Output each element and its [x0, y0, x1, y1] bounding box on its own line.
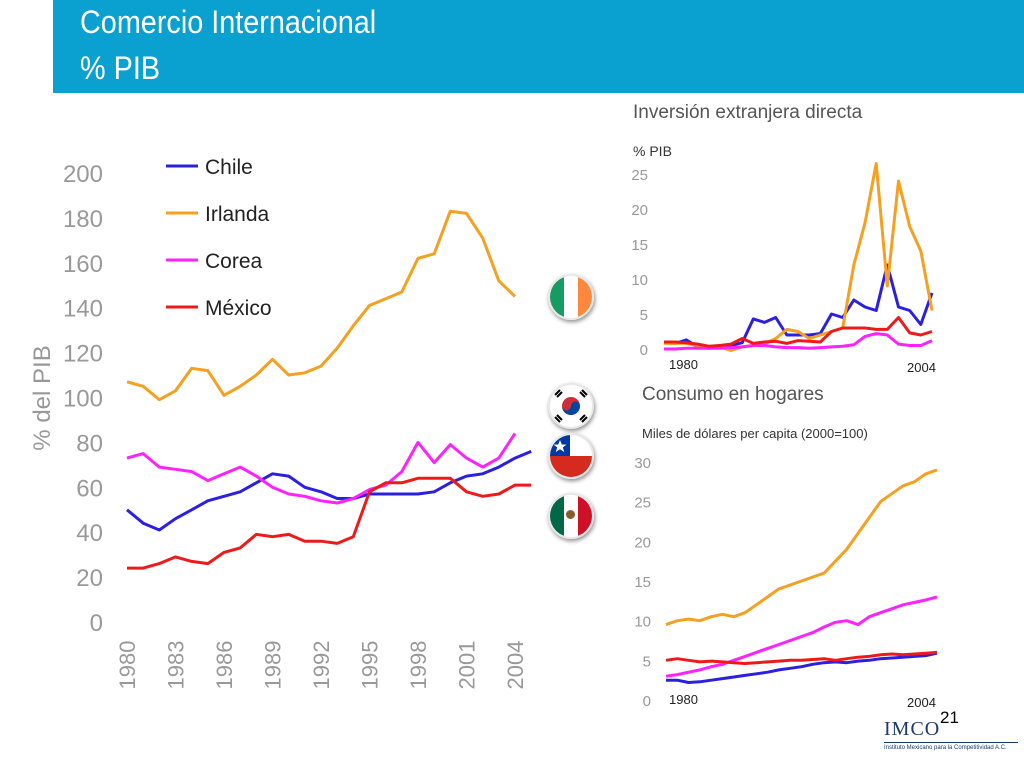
main-series-line-0 [126, 450, 532, 532]
legend-label-1: Irlanda [205, 203, 270, 226]
ied-y-tick-label: 25 [631, 167, 648, 184]
ied-y-tick-label: 15 [631, 237, 648, 254]
ireland-flag-icon [548, 274, 594, 320]
main-y-tick-label: 60 [76, 475, 103, 502]
consumo-y-tick-label: 5 [643, 653, 651, 670]
consumo-x-tick-label: 1980 [669, 692, 698, 707]
main-x-tick-label: 1995 [358, 641, 383, 690]
slide-subtitle: % PIB [80, 50, 161, 86]
consumo-y-tick-label: 0 [643, 693, 651, 710]
main-x-tick-label: 1980 [115, 641, 140, 690]
ied-series-line-1 [664, 162, 934, 352]
main-y-tick-label: 180 [63, 206, 103, 233]
page-number: 21 [940, 708, 959, 727]
consumo-series-line-2 [665, 595, 938, 678]
legend-label-2: Corea [205, 250, 263, 273]
header-band [53, 0, 1024, 93]
consumo-x-tick-label: 2004 [907, 695, 936, 710]
main-y-tick-label: 0 [90, 610, 103, 637]
chile-flag-icon [548, 433, 594, 479]
ied-x-tick-label: 1980 [669, 357, 698, 372]
main-y-tick-label: 20 [76, 565, 103, 592]
ied-chart-title: Inversión extranjera directa [633, 102, 863, 123]
main-y-tick-label: 140 [63, 296, 103, 323]
main-y-tick-label: 80 [76, 430, 103, 457]
main-series-line-1 [126, 209, 517, 402]
main-x-tick-label: 1986 [212, 641, 237, 690]
main-y-tick-label: 40 [76, 520, 103, 547]
ied-y-tick-label: 5 [640, 307, 648, 324]
ied-y-axis-label: % PIB [633, 143, 672, 159]
south-korea-flag-icon [548, 383, 594, 429]
legend-label-3: México [205, 297, 272, 320]
slide-title: Comercio Internacional [80, 4, 377, 40]
consumo-series-line-0 [666, 651, 938, 684]
consumo-y-tick-label: 25 [634, 495, 651, 512]
consumo-y-tick-label: 20 [634, 534, 651, 551]
main-x-tick-label: 1998 [406, 641, 431, 690]
logo-caption: Instituto Mexicano para la Competitivida… [884, 745, 1007, 751]
ied-series-line-3 [664, 316, 933, 348]
main-series-line-3 [127, 476, 532, 570]
consumo-y-tick-label: 30 [634, 455, 651, 472]
ied-series-line-2 [664, 332, 933, 351]
consumo-series-line-1 [665, 468, 938, 627]
imco-logo: IMCO [884, 718, 941, 740]
logo-divider [884, 742, 1018, 743]
main-series-line-2 [126, 432, 517, 505]
ied-y-tick-label: 10 [631, 272, 648, 289]
ied-series-line-0 [663, 263, 934, 350]
main-y-tick-label: 120 [63, 341, 103, 368]
main-x-tick-label: 1983 [164, 641, 189, 690]
main-y-tick-label: 100 [63, 386, 103, 413]
consumo-series-line-3 [665, 650, 938, 665]
main-y-tick-label: 160 [63, 251, 103, 278]
main-x-tick-label: 2001 [455, 641, 480, 690]
consumo-chart-subtitle: Miles de dólares per capita (2000=100) [642, 426, 868, 441]
mexico-flag-icon [548, 493, 594, 539]
ied-x-tick-label: 2004 [907, 360, 936, 375]
consumo-y-tick-label: 10 [634, 614, 651, 631]
main-y-axis-label: % del PIB [29, 345, 56, 450]
ied-y-tick-label: 20 [631, 202, 648, 219]
main-x-tick-label: 2004 [503, 641, 528, 690]
legend-label-0: Chile [205, 156, 253, 179]
main-x-tick-label: 1992 [309, 641, 334, 690]
consumo-chart-title: Consumo en hogares [642, 384, 824, 405]
ied-y-tick-label: 0 [640, 342, 648, 359]
main-y-tick-label: 200 [63, 161, 103, 188]
main-x-tick-label: 1989 [261, 641, 286, 690]
consumo-y-tick-label: 15 [634, 574, 651, 591]
